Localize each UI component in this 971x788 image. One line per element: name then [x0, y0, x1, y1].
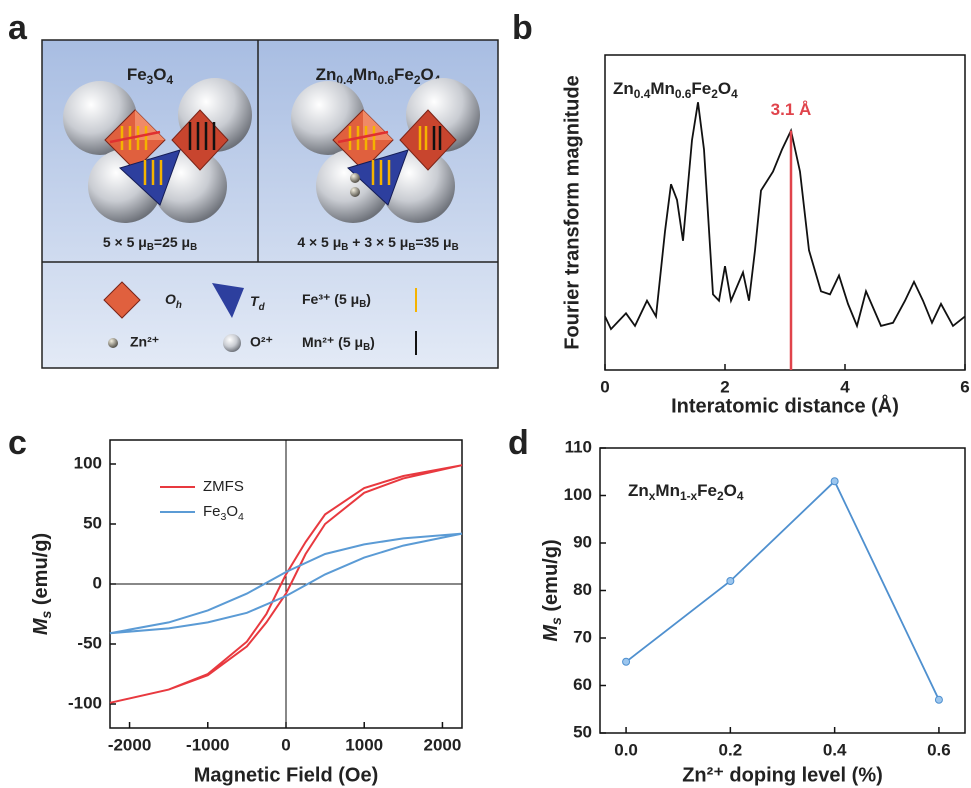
- zn-ion: [350, 187, 360, 197]
- x-tick-label: 0: [281, 735, 290, 754]
- data-point: [935, 696, 942, 703]
- y-tick-label: 100: [564, 485, 592, 504]
- legend-text: Zn²⁺: [130, 334, 159, 350]
- panel-label: a: [8, 9, 28, 47]
- y-tick-label: 60: [573, 675, 592, 694]
- y-tick-label: 50: [573, 722, 592, 741]
- chart-title: Zn0.4​Mn0.6​Fe2​O4​: [613, 79, 738, 101]
- o-icon: [223, 334, 241, 352]
- x-tick-label: 0.4: [823, 740, 847, 759]
- y-tick-label: 70: [573, 627, 592, 646]
- panel-label: d: [508, 424, 529, 462]
- y-axis-title: Fourier transform magnitude: [561, 75, 583, 349]
- y-tick-label: 100: [74, 453, 102, 472]
- x-tick-label: 0.6: [927, 740, 951, 759]
- zn-icon: [108, 338, 118, 348]
- data-point: [831, 478, 838, 485]
- y-tick-label: 110: [565, 437, 592, 456]
- x-tick-label: 4: [840, 377, 850, 396]
- y-tick-label: 90: [573, 532, 592, 551]
- x-tick-label: -2000: [108, 735, 151, 754]
- x-tick-label: 0.0: [614, 740, 638, 759]
- x-tick-label: -1000: [186, 735, 229, 754]
- x-tick-label: 6: [960, 377, 969, 396]
- x-axis-title: Zn²⁺ doping level (%): [682, 764, 883, 786]
- legend-text: O²⁺: [250, 334, 273, 350]
- x-tick-label: 0.2: [719, 740, 743, 759]
- data-point: [727, 578, 734, 585]
- x-tick-label: 0: [600, 377, 609, 396]
- x-axis-title: Interatomic distance (Å): [671, 393, 899, 417]
- data-line: [605, 102, 965, 329]
- y-axis-title: Ms (emu/g): [30, 533, 53, 635]
- legend-label: Fe3​O4​: [203, 503, 244, 523]
- panel-label: c: [8, 424, 27, 462]
- zn-ion: [350, 173, 360, 183]
- y-tick-label: -100: [68, 693, 102, 712]
- y-tick-label: 50: [83, 513, 102, 532]
- x-tick-label: 2: [720, 377, 729, 396]
- chart-title: Znx​Mn1-x​Fe2​O4​: [628, 481, 744, 503]
- data-point: [623, 658, 630, 665]
- annotation-text: 3.1 Å: [771, 100, 812, 119]
- x-axis-title: Magnetic Field (Oe): [194, 764, 378, 786]
- x-tick-label: 2000: [424, 735, 462, 754]
- figure: a Fe3​O4​ Zn0.4​Mn0.6​Fe2​O4​ 5 × 5 μB​=…: [0, 0, 971, 788]
- panel-label: b: [512, 9, 533, 47]
- y-tick-label: 80: [573, 580, 592, 599]
- y-tick-label: 0: [93, 573, 102, 592]
- data-line: [626, 481, 939, 700]
- y-axis-title: Ms (emu/g): [540, 539, 563, 641]
- x-tick-label: 1000: [345, 735, 383, 754]
- legend-label: ZMFS: [203, 478, 244, 495]
- y-tick-label: -50: [77, 633, 102, 652]
